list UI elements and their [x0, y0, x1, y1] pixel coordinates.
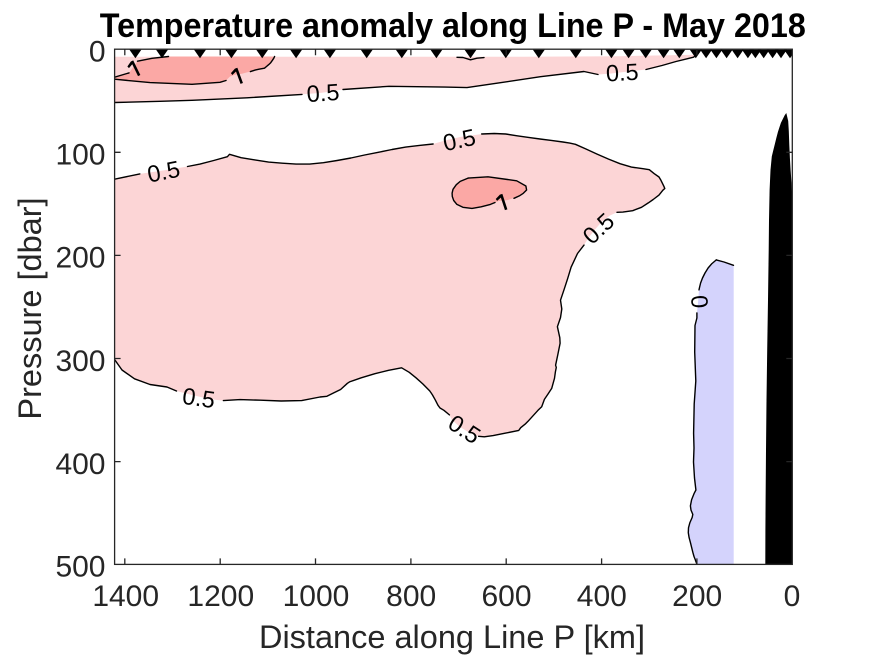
svg-text:400: 400	[577, 580, 627, 613]
svg-text:0.5: 0.5	[145, 156, 182, 188]
svg-text:0: 0	[89, 36, 106, 69]
svg-text:300: 300	[55, 345, 105, 378]
svg-text:500: 500	[55, 551, 105, 584]
svg-text:100: 100	[55, 139, 105, 172]
svg-text:800: 800	[386, 580, 436, 613]
svg-text:0.5: 0.5	[306, 79, 340, 107]
svg-text:400: 400	[55, 448, 105, 481]
svg-text:Distance along Line P [km]: Distance along Line P [km]	[259, 619, 645, 655]
svg-text:1000: 1000	[283, 580, 350, 613]
svg-text:1400: 1400	[92, 580, 159, 613]
svg-text:200: 200	[672, 580, 722, 613]
svg-text:Temperature anomaly along Line: Temperature anomaly along Line P - May 2…	[100, 7, 806, 45]
svg-text:1200: 1200	[187, 580, 254, 613]
svg-text:0: 0	[686, 294, 713, 309]
svg-text:0.5: 0.5	[605, 59, 639, 87]
svg-text:600: 600	[481, 580, 531, 613]
svg-text:200: 200	[55, 242, 105, 275]
svg-text:Pressure [dbar]: Pressure [dbar]	[12, 197, 48, 419]
svg-text:0.5: 0.5	[181, 383, 217, 413]
svg-text:0: 0	[784, 580, 801, 613]
